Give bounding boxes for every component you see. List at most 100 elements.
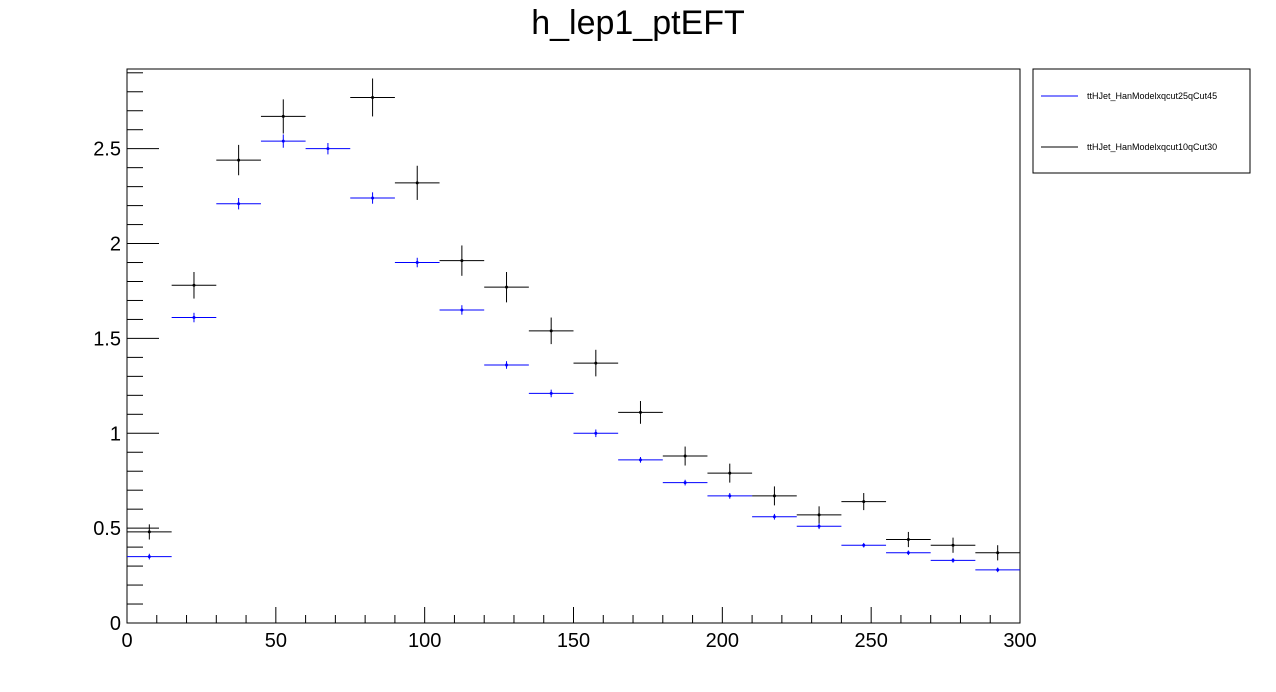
marker [817,513,821,517]
data-point [618,456,663,463]
x-tick-label: 150 [557,630,590,652]
y-tick-label: 0.5 [93,518,121,540]
data-point [573,349,619,377]
data-point [752,513,797,520]
marker [371,95,375,99]
marker [326,147,330,151]
marker [594,361,598,365]
data-point [394,165,440,200]
data-point [573,429,619,438]
data-point [394,257,440,268]
marker [817,524,821,528]
marker [683,454,687,458]
series-1 [127,134,1020,573]
legend-label-series-1: ttHJet_HanModelxqcut25qCut45 [1087,91,1217,101]
marker [951,543,955,547]
data-point [439,305,485,315]
marker [728,494,732,498]
data-point [796,523,842,530]
marker [906,538,910,542]
data-point [975,567,1020,573]
x-tick-label: 0 [121,630,132,652]
marker [996,568,1000,572]
data-point [127,524,172,540]
legend-label-series-2: ttHJet_HanModelxqcut10qCut30 [1087,142,1217,152]
data-point [528,389,574,398]
data-point [260,99,306,134]
data-point [752,486,797,506]
x-tick-label: 300 [1003,630,1036,652]
data-point [350,192,395,204]
y-tick-label: 1.5 [93,328,121,350]
series-layer [127,78,1020,573]
data-point [975,545,1020,561]
x-tick-label: 200 [706,630,739,652]
marker [638,410,642,414]
marker [192,316,196,320]
data-point [484,272,529,303]
data-point [216,198,261,210]
data-point [796,506,842,524]
marker [862,500,866,504]
axes: 0 50 100 150 200 250 300 0 0.5 1 1.5 2 2.5 [93,72,1037,652]
data-point [930,537,976,553]
data-point [350,78,395,117]
data-point [528,317,574,345]
marker [371,196,375,200]
marker [415,181,419,185]
data-point [305,142,351,155]
y-tick-label: 2.5 [93,139,121,161]
marker [862,543,866,547]
marker [906,551,910,555]
data-point [260,134,306,148]
marker [728,471,732,475]
data-point [886,550,931,556]
data-point [484,361,529,369]
marker [237,158,241,162]
marker [951,558,955,562]
data-point [127,553,172,560]
data-point [618,401,663,424]
data-point [216,144,261,176]
data-point [886,531,931,548]
x-tick-label: 50 [265,630,287,652]
marker [549,391,553,395]
marker [460,259,464,263]
data-point [707,463,753,483]
marker [415,261,419,265]
marker [281,139,285,143]
y-tick-label: 1 [110,423,121,445]
marker [192,283,196,287]
marker [237,202,241,206]
marker [505,363,509,367]
data-point [841,493,887,511]
data-point [841,542,887,548]
series-2 [127,78,1020,561]
marker [549,329,553,333]
marker [996,551,1000,555]
data-point [662,479,708,486]
legend: ttHJet_HanModelxqcut25qCut45 ttHJet_HanM… [1032,68,1251,174]
data-point [930,558,976,563]
data-point [707,493,753,499]
marker [594,431,598,435]
marker [147,555,151,559]
x-tick-label: 100 [408,630,441,652]
y-tick-label: 0 [110,613,121,635]
marker [683,481,687,485]
data-point [171,312,217,323]
x-tick-label: 250 [854,630,887,652]
data-point [439,245,485,276]
y-tick-label: 2 [110,234,121,256]
marker [281,114,285,118]
data-point [662,446,708,466]
marker [147,530,151,534]
data-point [171,272,217,299]
chart-title: h_lep1_ptEFT [531,4,745,42]
marker [638,458,642,462]
marker [505,285,509,289]
marker [460,308,464,312]
marker [772,494,776,498]
marker [772,515,776,519]
